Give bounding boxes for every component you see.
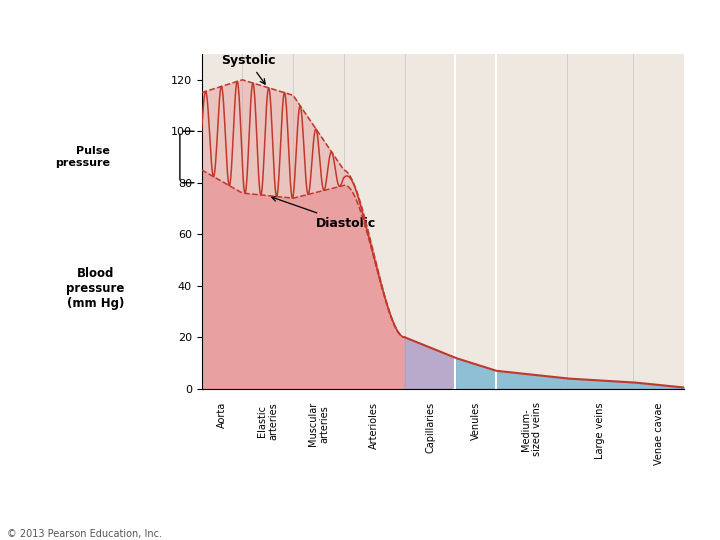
Text: Arterioles: Arterioles	[369, 402, 379, 449]
Text: Medium-
sized veins: Medium- sized veins	[521, 402, 542, 456]
Text: Venae cavae: Venae cavae	[654, 402, 664, 464]
Text: Systolic: Systolic	[221, 55, 276, 84]
Text: Elastic
arteries: Elastic arteries	[257, 402, 279, 440]
Text: Aorta: Aorta	[217, 402, 227, 428]
Text: Pulse
pressure: Pulse pressure	[55, 146, 110, 168]
Text: Figure 13-6  Pressures within the Systemic Circuit.: Figure 13-6 Pressures within the Systemi…	[9, 10, 365, 23]
Text: Capillaries: Capillaries	[425, 402, 435, 453]
Text: Large veins: Large veins	[595, 402, 606, 458]
Text: © 2013 Pearson Education, Inc.: © 2013 Pearson Education, Inc.	[7, 529, 162, 539]
Text: Venules: Venules	[471, 402, 481, 441]
Text: Blood
pressure
(mm Hg): Blood pressure (mm Hg)	[66, 267, 125, 310]
Text: Diastolic: Diastolic	[271, 197, 376, 230]
Text: Muscular
arteries: Muscular arteries	[307, 402, 329, 447]
